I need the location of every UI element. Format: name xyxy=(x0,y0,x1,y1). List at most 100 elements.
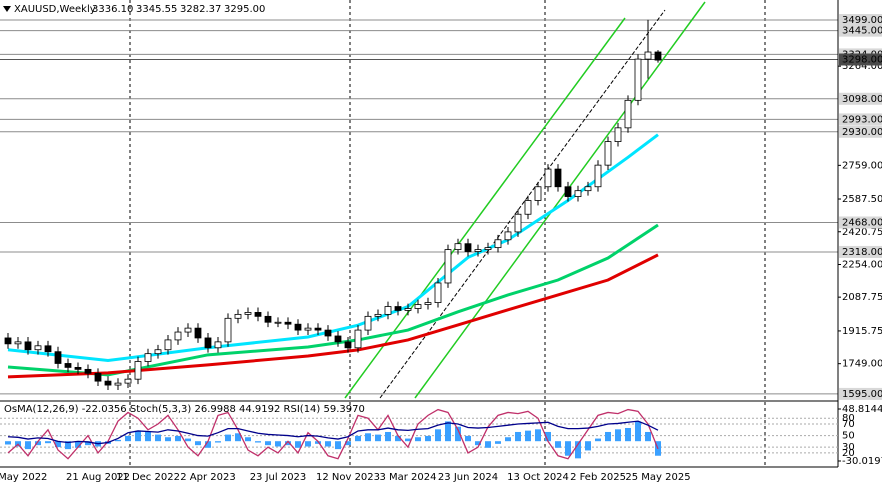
candle-body xyxy=(124,378,132,384)
level-label: 3298.00 xyxy=(842,54,882,65)
channel-line xyxy=(414,1,706,399)
menu-arrow xyxy=(3,6,11,12)
level-label: 2318.00 xyxy=(842,247,882,258)
candle-body xyxy=(154,349,162,355)
histogram-bar xyxy=(185,438,191,442)
histogram-bar xyxy=(495,441,501,444)
candle-body xyxy=(354,329,362,349)
y-tick-label: 1915.75 xyxy=(842,326,882,337)
x-tick-label: 23 Jun 2024 xyxy=(438,472,498,483)
level-label: 2993.00 xyxy=(842,114,882,125)
histogram-bar xyxy=(235,433,241,442)
y2-tick-label: 80 xyxy=(842,413,855,424)
histogram-bar xyxy=(515,431,521,442)
candle-body xyxy=(324,329,332,337)
level-box xyxy=(839,216,882,229)
candle-body xyxy=(314,327,322,331)
symbol: XAUUSD,Weekly xyxy=(14,4,96,15)
level-label: 2468.00 xyxy=(842,217,882,228)
candle-body xyxy=(294,323,302,331)
histogram-bar xyxy=(635,421,641,442)
candle-body xyxy=(634,58,642,101)
candle-body xyxy=(64,363,72,368)
histogram-bar xyxy=(315,441,321,444)
y-tick-label: 2420.75 xyxy=(842,227,882,238)
candle-body xyxy=(414,304,422,309)
histogram-bar xyxy=(415,437,421,442)
ohlc-high: 3345.55 xyxy=(136,4,177,15)
candle-body xyxy=(404,308,412,311)
candle-body xyxy=(214,341,222,349)
candle-body xyxy=(144,353,152,362)
histogram-bar xyxy=(45,441,51,444)
level-box xyxy=(839,24,882,37)
histogram-bar xyxy=(545,431,551,442)
histogram-bar xyxy=(115,439,121,442)
histogram-bar xyxy=(405,438,411,442)
candle-body xyxy=(484,247,492,250)
candle-body xyxy=(264,315,272,323)
histogram-bar xyxy=(265,441,271,446)
histogram-bar xyxy=(225,434,231,442)
histogram-bar xyxy=(155,434,161,442)
level-label: 3098.00 xyxy=(842,94,882,105)
candle-body xyxy=(474,249,482,252)
histogram-bar xyxy=(505,437,511,442)
histogram-bar xyxy=(625,428,631,442)
indicator-line xyxy=(7,420,659,445)
level-box xyxy=(839,14,882,27)
histogram-bar xyxy=(385,431,391,442)
histogram-bar xyxy=(305,441,311,447)
candle-body xyxy=(364,315,372,331)
candle-body xyxy=(494,239,502,249)
histogram-bar xyxy=(605,431,611,442)
histogram-bar xyxy=(455,426,461,442)
candle-body xyxy=(4,337,12,345)
candle-body xyxy=(34,345,42,351)
histogram-bar xyxy=(355,435,361,442)
candle-body xyxy=(24,341,32,351)
histogram-bar xyxy=(535,429,541,442)
x-tick-label: 2 Feb 2025 xyxy=(570,472,626,483)
indicator-plot xyxy=(0,408,841,462)
histogram-bar xyxy=(85,441,91,446)
level-label: 1595.00 xyxy=(842,389,882,400)
histogram-bar xyxy=(575,441,581,459)
candle-body xyxy=(644,51,652,60)
histogram-bar xyxy=(145,431,151,442)
histogram-bar xyxy=(25,441,31,450)
candle-body xyxy=(304,327,312,331)
histogram-bar xyxy=(245,437,251,442)
y-tick-label: 2759.00 xyxy=(842,160,882,171)
candle-body xyxy=(204,337,212,349)
indicator-line xyxy=(7,408,659,460)
candle-body xyxy=(84,368,92,374)
candle-body xyxy=(604,141,612,166)
histogram-bar xyxy=(285,441,291,446)
histogram-bar xyxy=(5,441,11,445)
histogram-bar xyxy=(195,441,201,446)
level-box xyxy=(839,92,882,105)
candle-body xyxy=(54,351,62,364)
candle-body xyxy=(344,341,352,349)
candle-body xyxy=(554,168,562,188)
y2-tick-label: 20 xyxy=(842,448,855,459)
candle-body xyxy=(614,127,622,142)
level-label: 3445.00 xyxy=(842,26,882,37)
candle-body xyxy=(454,243,462,250)
histogram-bar xyxy=(595,438,601,442)
histogram-bar xyxy=(445,421,451,442)
x-tick-label: 25 May 2025 xyxy=(625,472,690,483)
level-box xyxy=(839,387,882,400)
candle-body xyxy=(624,99,632,129)
y-tick-label: 3264.00 xyxy=(842,61,882,72)
candle-body xyxy=(164,339,172,351)
level-box xyxy=(839,245,882,258)
candle-body xyxy=(114,382,122,386)
candle-body xyxy=(434,282,442,304)
histogram-bar xyxy=(375,434,381,442)
histogram-bar xyxy=(335,441,341,450)
histogram-bar xyxy=(35,441,41,446)
candle-body xyxy=(464,243,472,252)
histogram-bar xyxy=(165,437,171,442)
